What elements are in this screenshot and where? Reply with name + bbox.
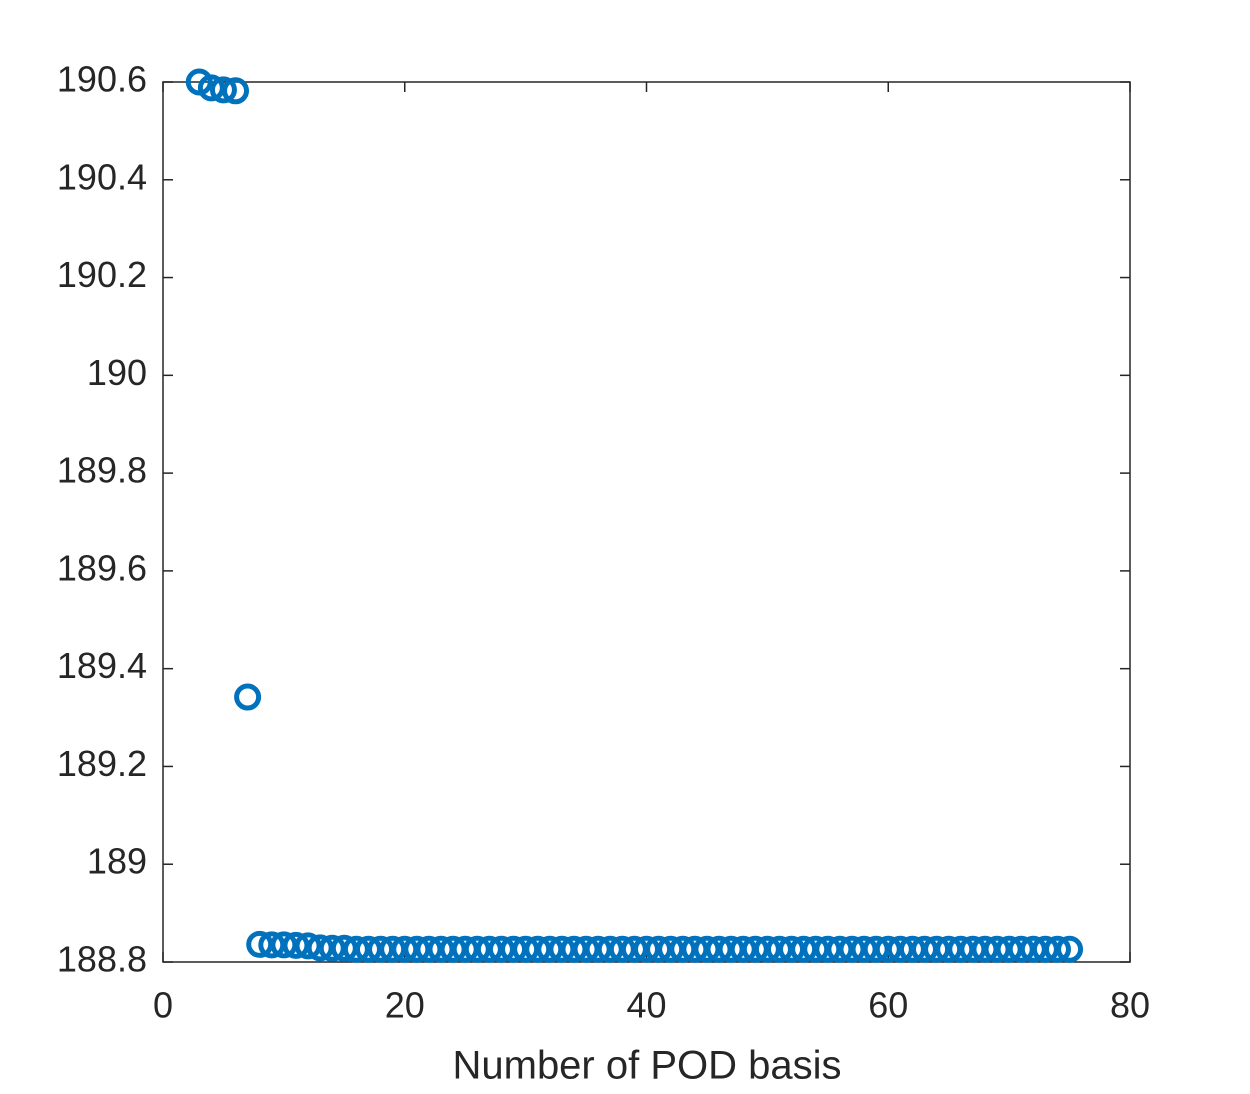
y-tick-label: 189.2 (57, 743, 147, 784)
y-tick-label: 189.4 (57, 645, 147, 686)
y-tick-label: 190.6 (57, 59, 147, 100)
x-tick-label: 40 (626, 985, 666, 1026)
point (1043, 935, 1071, 963)
plot-frame (162, 81, 1131, 963)
x-tick-label: 80 (1110, 985, 1150, 1026)
y-tick-label: 190.2 (57, 254, 147, 295)
point (209, 76, 237, 104)
y-tick-label: 190 (87, 352, 147, 393)
y-tick-label: 188.8 (57, 939, 147, 980)
x-axis-label: Number of POD basis (452, 1044, 841, 1088)
point (222, 77, 250, 105)
y-tick-label: 189.6 (57, 547, 147, 588)
x-tick-label: 20 (385, 985, 425, 1026)
x-tick-label: 60 (868, 985, 908, 1026)
point (1056, 935, 1084, 963)
y-tick-label: 189 (87, 841, 147, 882)
y-tick-label: 190.4 (57, 156, 147, 197)
x-tick-label: 0 (153, 985, 173, 1026)
y-tick-label: 189.8 (57, 450, 147, 491)
point (234, 683, 262, 711)
